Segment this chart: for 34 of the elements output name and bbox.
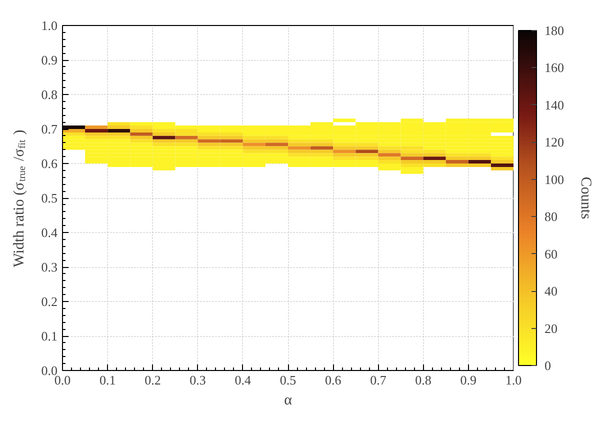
x-tick-label: 0.5 [280, 372, 296, 388]
x-tick-label: 0.8 [415, 372, 432, 388]
y-tick-label: 0.1 [41, 328, 58, 344]
x-tick-label: 0.2 [144, 372, 161, 388]
x-tick-label: 0.9 [460, 372, 477, 388]
y-tick-label: 0.9 [41, 52, 58, 68]
y-tick-label: 0.2 [41, 294, 58, 309]
y-tick-label: 0.4 [41, 225, 58, 240]
color-bar-label: 80 [544, 209, 558, 224]
y-tick-label: 0.3 [41, 260, 58, 274]
color-bar-label: 60 [544, 246, 558, 262]
x-tick-label: 0.1 [99, 372, 116, 388]
color-bar-title: Counts [578, 176, 594, 220]
color-bar-label: 160 [544, 60, 564, 76]
color-bar-label: 0 [544, 358, 551, 373]
x-tick-label: 1.0 [505, 372, 522, 388]
color-bar-label: 20 [544, 320, 558, 336]
color-bar-label: 140 [544, 97, 564, 112]
y-tick-label: 0.0 [41, 363, 58, 378]
y-tick-label: 0.6 [41, 156, 58, 171]
y-tick-label: 0.5 [41, 190, 58, 206]
color-bar-label: 100 [544, 172, 564, 187]
x-tick-label: 0.6 [324, 372, 342, 388]
y-tick-label: 1.0 [41, 18, 58, 33]
y-tick-label: 0.7 [41, 122, 58, 136]
color-bar-label: 120 [544, 134, 564, 150]
x-tick-label: 0.7 [370, 372, 387, 388]
y-tick-label: 0.8 [41, 87, 58, 102]
y-axis-title: Width ratio (σtrue/σfit) [12, 130, 28, 268]
color-bar-label: 40 [544, 284, 558, 299]
x-tick-label: 0.3 [190, 372, 206, 388]
color-bar-label: 180 [544, 23, 564, 38]
x-axis-title: α [284, 392, 292, 408]
x-tick-label: 0.4 [234, 372, 252, 388]
